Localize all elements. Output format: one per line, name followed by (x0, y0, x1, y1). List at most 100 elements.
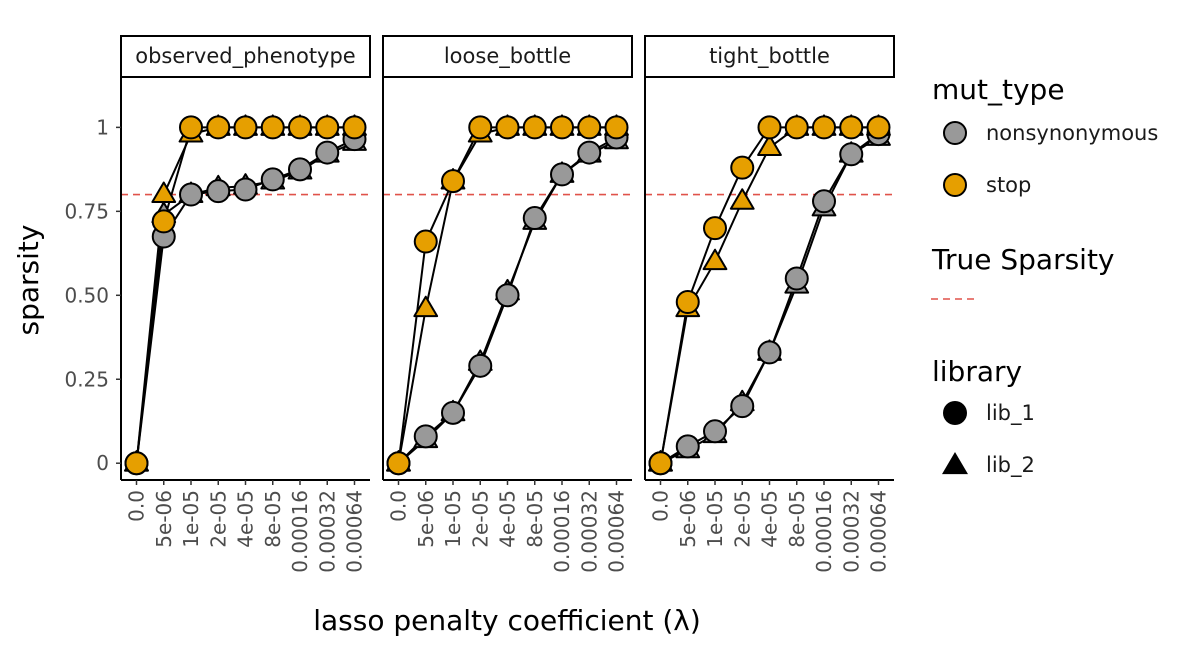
point-nonsynonymous-lib_1 (315, 140, 340, 165)
point-stop-lib_1 (522, 115, 547, 140)
point-nonsynonymous-lib_1 (468, 353, 493, 378)
facet-strip-label: loose_bottle (444, 44, 571, 69)
point-nonsynonymous-lib_1 (550, 162, 574, 187)
facet-strip (644, 35, 895, 78)
legend-key-lib_2 (942, 452, 968, 475)
point-stop-lib_1 (206, 115, 231, 140)
y-tick-label: 0.75 (64, 199, 109, 223)
y-axis-title: sparsity (12, 225, 45, 336)
facet-strip-label: tight_bottle (709, 44, 830, 69)
x-tick-label: 5e-06 (676, 490, 700, 548)
point-nonsynonymous-lib_1 (577, 140, 602, 165)
point-nonsynonymous-lib_1 (288, 157, 312, 182)
facet-strip (120, 35, 371, 78)
point-nonsynonymous-lib_1 (206, 179, 231, 204)
x-tick-label: 0.00032 (315, 490, 339, 573)
legend-label-nonsynonymous: nonsynonymous (986, 121, 1158, 145)
legend-title-mut-type: mut_type (932, 73, 1065, 106)
x-tick-label: 0.00016 (550, 490, 574, 573)
point-stop-lib_1 (812, 115, 836, 140)
x-tick-label: 0.00016 (812, 490, 836, 573)
legend-title-library: library (932, 355, 1022, 388)
x-tick-label: 5e-06 (414, 490, 438, 548)
x-tick-label: 2e-05 (730, 490, 754, 548)
point-stop-lib_1 (784, 115, 809, 140)
x-tick-label: 1e-05 (179, 490, 203, 548)
x-tick-label: 0.00064 (343, 490, 367, 573)
point-nonsynonymous-lib_1 (260, 167, 285, 192)
point-stop-lib_1 (386, 451, 411, 476)
point-stop-lib_1 (179, 115, 203, 140)
point-stop-lib_2 (702, 248, 728, 271)
point-stop-lib_1 (577, 115, 602, 140)
point-stop-lib_2 (151, 181, 177, 203)
point-stop-lib_1 (648, 451, 673, 476)
x-tick-label: 0.0 (125, 490, 149, 522)
point-stop-lib_2 (757, 134, 782, 156)
point-stop-lib_2 (413, 295, 439, 318)
point-nonsynonymous-lib_1 (757, 340, 782, 365)
point-stop-lib_1 (604, 115, 629, 140)
point-stop-lib_1 (342, 115, 367, 140)
facet-panel-loose_bottle: loose_bottle 0.0 5e-06 1e-05 2e-05 4e-05 8e-05… (382, 35, 633, 573)
x-tick-label: 0.00016 (288, 490, 312, 573)
x-tick-label: 1e-05 (703, 490, 727, 548)
x-tick-label: 2e-05 (468, 490, 492, 548)
legend-label-stop: stop (986, 173, 1031, 197)
point-nonsynonymous-lib_1 (784, 266, 809, 291)
legend: mut_type nonsynonymous stop True Sparsity li… (931, 73, 1158, 478)
x-tick-label: 4e-05 (758, 490, 782, 548)
x-tick-label: 0.0 (387, 490, 411, 522)
point-nonsynonymous-lib_1 (413, 424, 438, 449)
point-nonsynonymous-lib_1 (233, 177, 258, 202)
x-tick-label: 2e-05 (206, 490, 230, 548)
x-tick-label: 0.00032 (577, 490, 601, 573)
point-stop-lib_1 (124, 451, 149, 476)
facet-strip-label: observed_phenotype (135, 44, 355, 69)
point-nonsynonymous-lib_1 (522, 206, 547, 231)
point-stop-lib_1 (233, 115, 258, 140)
x-tick-label: 8e-05 (261, 490, 285, 548)
x-tick-label: 8e-05 (523, 490, 547, 548)
facet-strip (382, 35, 633, 78)
x-tick-label: 5e-06 (152, 490, 176, 548)
y-tick-label: 0.25 (64, 367, 109, 391)
y-tick-label: 1 (96, 115, 109, 139)
facet-panel-observed_phenotype: observed_phenotype 0 0.25 0.50 0.75 1 0.0 5e-06… (64, 35, 371, 573)
point-nonsynonymous-lib_1 (703, 419, 727, 444)
x-tick-label: 0.00032 (839, 490, 863, 573)
point-stop-lib_1 (675, 290, 700, 315)
y-tick-label: 0 (96, 451, 109, 475)
point-stop-lib_1 (866, 115, 891, 140)
y-tick-label: 0.50 (64, 283, 109, 307)
x-tick-label: 0.00064 (867, 490, 891, 573)
point-stop-lib_1 (260, 115, 285, 140)
legend-key-lib_1 (943, 401, 967, 425)
legend-key-nonsynonymous (943, 121, 967, 145)
point-stop-lib_1 (468, 115, 493, 140)
x-tick-label: 4e-05 (496, 490, 520, 548)
point-nonsynonymous-lib_1 (179, 182, 203, 207)
x-axis-title: lasso penalty coefficient (λ) (313, 604, 701, 637)
legend-label-lib_1: lib_1 (986, 401, 1035, 426)
facet-panel-tight_bottle: tight_bottle 0.0 5e-06 1e-05 2e-05 4e-05 8e-05… (644, 35, 895, 573)
point-stop-lib_1 (757, 115, 782, 140)
point-nonsynonymous-lib_1 (675, 434, 700, 459)
point-nonsynonymous-lib_1 (812, 189, 836, 214)
point-stop-lib_1 (550, 115, 574, 140)
point-stop-lib_1 (495, 115, 520, 140)
legend-label-lib_2: lib_2 (986, 453, 1035, 478)
point-stop-lib_1 (839, 115, 864, 140)
point-stop-lib_1 (413, 229, 438, 254)
point-stop-lib_1 (151, 209, 176, 234)
point-stop-lib_1 (730, 155, 755, 180)
legend-title-true-sparsity: True Sparsity (931, 243, 1115, 276)
x-tick-label: 0.0 (649, 490, 673, 522)
x-tick-label: 4e-05 (234, 490, 258, 548)
point-nonsynonymous-lib_1 (839, 142, 864, 167)
x-tick-label: 1e-05 (441, 490, 465, 548)
point-stop-lib_1 (315, 115, 340, 140)
point-stop-lib_1 (703, 216, 727, 241)
